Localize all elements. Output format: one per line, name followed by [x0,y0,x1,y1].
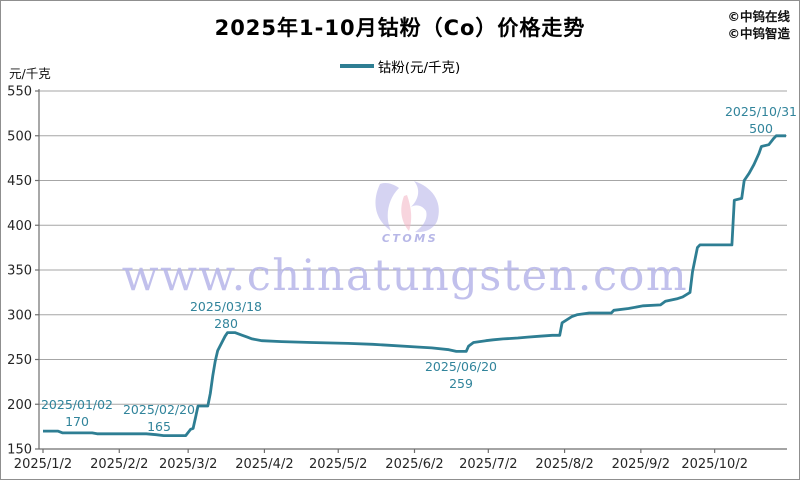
data-label-date: 2025/01/02 [41,397,113,412]
x-tick-label: 2025/6/2 [385,457,443,472]
y-tick-label: 450 [7,174,32,189]
data-label-value: 165 [147,419,171,434]
data-label-date: 2025/03/18 [190,299,262,314]
y-axis-unit-label: 元/千克 [9,66,51,81]
legend-label: 钴粉(元/千克) [377,60,461,76]
y-tick-label: 350 [7,264,32,279]
y-tick-label: 400 [7,219,32,234]
data-label-date: 2025/02/20 [123,402,195,417]
x-tick-label: 2025/10/2 [681,457,748,472]
watermark-url-text: www.chinatungsten.com [122,251,688,301]
y-tick-label: 500 [7,129,32,144]
x-tick-label: 2025/5/2 [309,457,367,472]
x-tick-label: 2025/8/2 [535,457,593,472]
data-label-value: 259 [449,376,473,391]
data-label-value: 500 [749,121,773,136]
credit-line-1: ©中钨在线 [727,9,790,24]
y-tick-label: 250 [7,353,32,368]
x-tick-label: 2025/1/2 [14,457,72,472]
credit-line-2: ©中钨智造 [727,26,790,41]
x-tick-label: 2025/3/2 [159,457,217,472]
data-label-date: 2025/10/31 [725,104,797,119]
x-tick-label: 2025/2/2 [90,457,148,472]
y-tick-label: 550 [7,85,32,100]
logo-text: CTOMS [382,232,438,245]
y-tick-label: 300 [7,308,32,323]
copyright-credits: ©中钨在线 ©中钨智造 [727,8,790,42]
y-tick-label: 150 [7,443,32,458]
x-tick-label: 2025/4/2 [235,457,293,472]
logo-left-petal [375,183,399,231]
logo-right-petal [411,181,439,233]
x-tick-label: 2025/7/2 [459,457,517,472]
page-title: 2025年1-10月钴粉（Co）价格走势 [214,16,586,40]
legend-line-swatch [339,64,374,68]
data-label-date: 2025/06/20 [425,359,497,374]
ctoms-logo [375,181,439,233]
y-tick-label: 200 [7,398,32,413]
data-label-value: 280 [214,316,238,331]
chart-legend: 钴粉(元/千克) [1,56,799,76]
price-line [43,134,786,438]
watermark: CTOMS www.chinatungsten.com [122,181,688,301]
x-tick-label: 2025/9/2 [612,457,670,472]
data-label-value: 170 [65,414,89,429]
logo-center-petal [401,195,412,231]
